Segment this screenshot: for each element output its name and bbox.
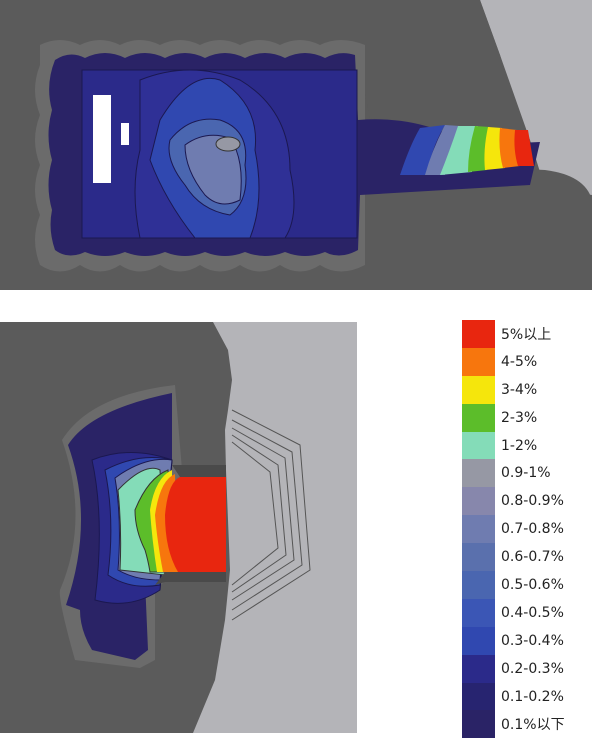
legend-item: 0.1%以下 bbox=[462, 710, 565, 739]
legend-item: 0.9-1% bbox=[462, 459, 565, 488]
legend-item: 2-3% bbox=[462, 403, 565, 432]
legend-item: 0.3-0.4% bbox=[462, 626, 565, 655]
legend-item: 0.7-0.8% bbox=[462, 515, 565, 544]
void-large bbox=[93, 95, 111, 183]
legend-label: 0.6-0.7% bbox=[501, 549, 564, 566]
legend-item: 0.6-0.7% bbox=[462, 543, 565, 572]
legend-swatch bbox=[462, 598, 495, 627]
legend-label: 5%以上 bbox=[501, 326, 552, 343]
legend-label: 4-5% bbox=[501, 353, 538, 370]
legend-item: 1-2% bbox=[462, 431, 565, 460]
contour-5-bottom bbox=[165, 477, 226, 572]
legend-label: 0.7-0.8% bbox=[501, 521, 564, 538]
channel-gradient bbox=[400, 125, 534, 175]
legend-item: 0.5-0.6% bbox=[462, 571, 565, 599]
legend-label: 2-3% bbox=[501, 409, 538, 426]
legend-label: 0.2-0.3% bbox=[501, 660, 564, 677]
legend-swatch bbox=[462, 626, 495, 655]
contour-0.7 bbox=[184, 134, 242, 205]
legend-item: 3-4% bbox=[462, 375, 565, 404]
lower-rock-edge bbox=[357, 168, 592, 290]
legend-label: 1-2% bbox=[501, 437, 538, 454]
legend-label: 0.1%以下 bbox=[501, 717, 565, 734]
legend-swatch bbox=[462, 571, 495, 599]
legend-label: 3-4% bbox=[501, 381, 538, 398]
legend-swatch bbox=[462, 543, 495, 572]
legend-swatch bbox=[462, 710, 495, 739]
legend-swatch bbox=[462, 487, 495, 516]
contour-0.9 bbox=[215, 136, 241, 152]
legend-label: 0.5-0.6% bbox=[501, 576, 564, 593]
legend-label: 0.9-1% bbox=[501, 465, 551, 482]
legend-swatch bbox=[462, 682, 495, 711]
bottom-panel bbox=[0, 322, 357, 733]
legend-swatch bbox=[462, 431, 495, 460]
legend: 5%以上 4-5% 3-4% 2-3% 1-2% 0.9-1% 0.8-0.9% 0.7-0.… bbox=[462, 320, 565, 739]
legend-item: 5%以上 bbox=[462, 320, 565, 348]
void-small bbox=[121, 123, 129, 145]
legend-label: 0.4-0.5% bbox=[501, 604, 564, 621]
top-panel bbox=[0, 0, 592, 290]
legend-label: 0.8-0.9% bbox=[501, 493, 564, 510]
legend-label: 0.1-0.2% bbox=[501, 688, 564, 705]
legend-item: 0.8-0.9% bbox=[462, 487, 565, 516]
excavated-region bbox=[480, 0, 592, 195]
upper-rock-edge bbox=[360, 0, 530, 140]
legend-swatch bbox=[462, 515, 495, 544]
legend-item: 0.1-0.2% bbox=[462, 682, 565, 711]
legend-item: 0.4-0.5% bbox=[462, 598, 565, 627]
legend-swatch bbox=[462, 347, 495, 376]
legend-swatch bbox=[462, 375, 495, 404]
legend-swatch bbox=[462, 403, 495, 432]
legend-swatch bbox=[462, 654, 495, 683]
legend-swatch bbox=[462, 320, 495, 348]
legend-label: 0.3-0.4% bbox=[501, 632, 564, 649]
legend-item: 4-5% bbox=[462, 347, 565, 376]
upper-lip bbox=[172, 465, 226, 477]
lower-lip bbox=[155, 572, 226, 585]
legend-item: 0.2-0.3% bbox=[462, 654, 565, 683]
previous-face-lines bbox=[231, 409, 311, 621]
legend-swatch bbox=[462, 459, 495, 488]
